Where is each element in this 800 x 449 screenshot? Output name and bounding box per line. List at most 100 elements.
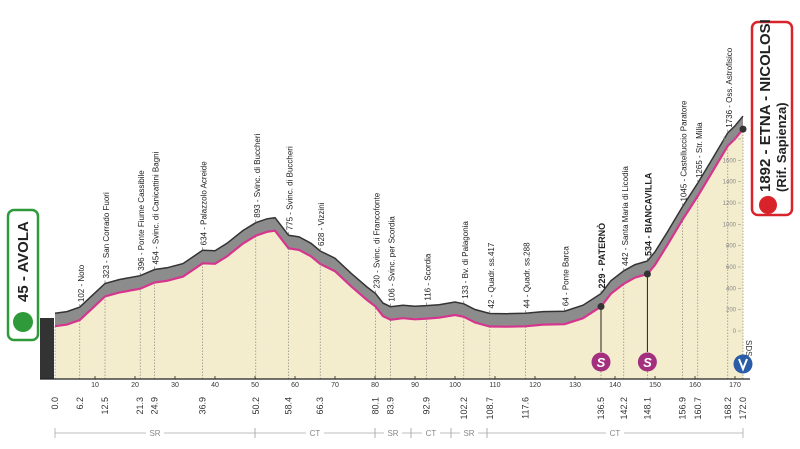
distance-label: 24.9 [150,397,160,415]
y-tick-label: 1000 [723,222,737,228]
x-tick-label: 130 [569,382,581,389]
y-tick-label: 200 [726,308,737,314]
waypoint-label: 893 - Svinc. di Buccheri [253,133,262,217]
x-tick-label: 70 [331,382,339,389]
region-label-bg [384,428,402,438]
start-bar [40,318,54,379]
waypoint-label: 229 - PATERNÒ [596,223,607,289]
y-tick-label: 1200 [723,201,737,207]
x-tick-label: 170 [729,382,741,389]
start-box: 45 - AVOLA [6,208,40,342]
finish-box: 1892 - ETNA - NICOLOSI (Rif. Sapienza) [750,19,794,217]
region-label: SR [387,429,398,438]
finish-dot [739,125,747,133]
distance-label: 108.7 [485,397,495,420]
distance-label: 172.0 [738,397,748,420]
profile-top [54,115,744,315]
region-label-bg [460,428,478,438]
start-label: 45 - AVOLA [15,221,32,302]
finish-sublabel: (Rif. Sapienza) [774,102,789,192]
start-icon [13,312,33,332]
region-label: CT [310,429,321,438]
y-tick-label: 1600 [723,158,737,164]
waypoint-label: 102 - Noto [77,264,86,302]
side-label: SDS [744,340,753,356]
finish-marker-v [738,358,748,372]
distance-label: 160.7 [693,397,703,420]
waypoint-label: 230 - Svinc. di Francofonte [372,192,381,288]
finish-marker [733,354,753,374]
distance-label: 12.5 [100,397,110,415]
x-tick-label: 100 [449,382,461,389]
sprint-dot [597,303,605,311]
waypoint-label: 442 - Santa Maria di Licodia [621,166,630,266]
distance-label: 168.2 [723,397,733,420]
distance-label: 66.3 [315,397,325,415]
x-tick-label: 150 [649,382,661,389]
waypoint-label: 42 - Quadr. ss.417 [487,242,496,308]
waypoint-label: 44 - Quadr. ss.288 [522,242,531,308]
profile-fill [55,129,743,379]
distance-label: 136.5 [596,397,606,420]
y-tick-label: 400 [726,286,737,292]
distance-label: 102.2 [459,397,469,420]
x-tick-label: 20 [131,382,139,389]
waypoint-label: 534 - BIANCAVILLA [643,172,653,256]
waypoint-label: 116 - Scordia [424,253,433,301]
x-tick-label: 10 [91,382,99,389]
y-tick-label: 1800 [723,137,737,143]
region-label: CT [426,429,437,438]
waypoint-label: 106 - Svinc. per Scordia [388,216,397,302]
distance-label: 156.9 [678,397,688,420]
region-label-bg [422,428,440,438]
distance-label: 83.9 [386,397,396,415]
region-label: SR [149,429,160,438]
waypoint-label: 634 - Palazzolo Acreide [200,161,209,246]
x-tick-label: 140 [609,382,621,389]
waypoint-label: 64 - Ponte Barca [562,246,571,307]
distance-label: 142.2 [619,397,629,420]
x-tick-label: 40 [211,382,219,389]
distance-label: 6.2 [75,397,85,410]
x-tick-label: 90 [411,382,419,389]
region-label-bg [306,428,324,438]
sprint-icon [637,352,657,372]
sprint-dot [643,270,651,278]
y-tick-label: 1400 [723,180,737,186]
y-tick-label: 0 [733,329,737,335]
y-tick-label: 600 [726,265,737,271]
distance-label: 58.4 [284,397,294,415]
region-label: CT [610,429,621,438]
finish-icon [759,196,777,214]
sprint-icon [591,352,611,372]
region-label: SR [463,429,474,438]
distance-label: 117.6 [520,397,530,419]
distance-label: 50.2 [251,397,261,415]
x-tick-label: 120 [529,382,541,389]
finish-label: 1892 - ETNA - NICOLOSI [757,19,774,192]
waypoint-label: 1045 - Castelluccio Paratore [680,100,689,201]
finish-frame [750,20,794,217]
x-tick-label: 50 [251,382,259,389]
distance-label: 0.0 [50,397,60,410]
waypoint-label: 1265 - Str. Milia [695,122,704,178]
waypoint-label: 628 - Vizzini [317,202,326,246]
x-tick-label: 160 [689,382,701,389]
x-tick-label: 80 [371,382,379,389]
sprint-label: S [597,355,606,370]
waypoint-label: 454 - Svinc. di Canicattini Bagni [152,151,161,264]
x-tick-label: 110 [489,382,500,389]
x-tick-label: 30 [171,382,179,389]
sprint-label: S [643,355,652,370]
region-label-bg [606,428,624,438]
distance-label: 36.9 [198,397,208,415]
waypoint-label: 775 - Svinc. di Buccheri [286,146,295,230]
distance-label: 80.1 [370,397,380,415]
distance-label: 148.1 [642,397,652,420]
waypoint-label: 133 - Bv. di Palagonia [461,221,470,299]
distance-label: 92.9 [422,397,432,415]
waypoint-label: 396 - Ponte Fiume Cassibile [137,170,146,271]
profile-line [54,128,744,328]
